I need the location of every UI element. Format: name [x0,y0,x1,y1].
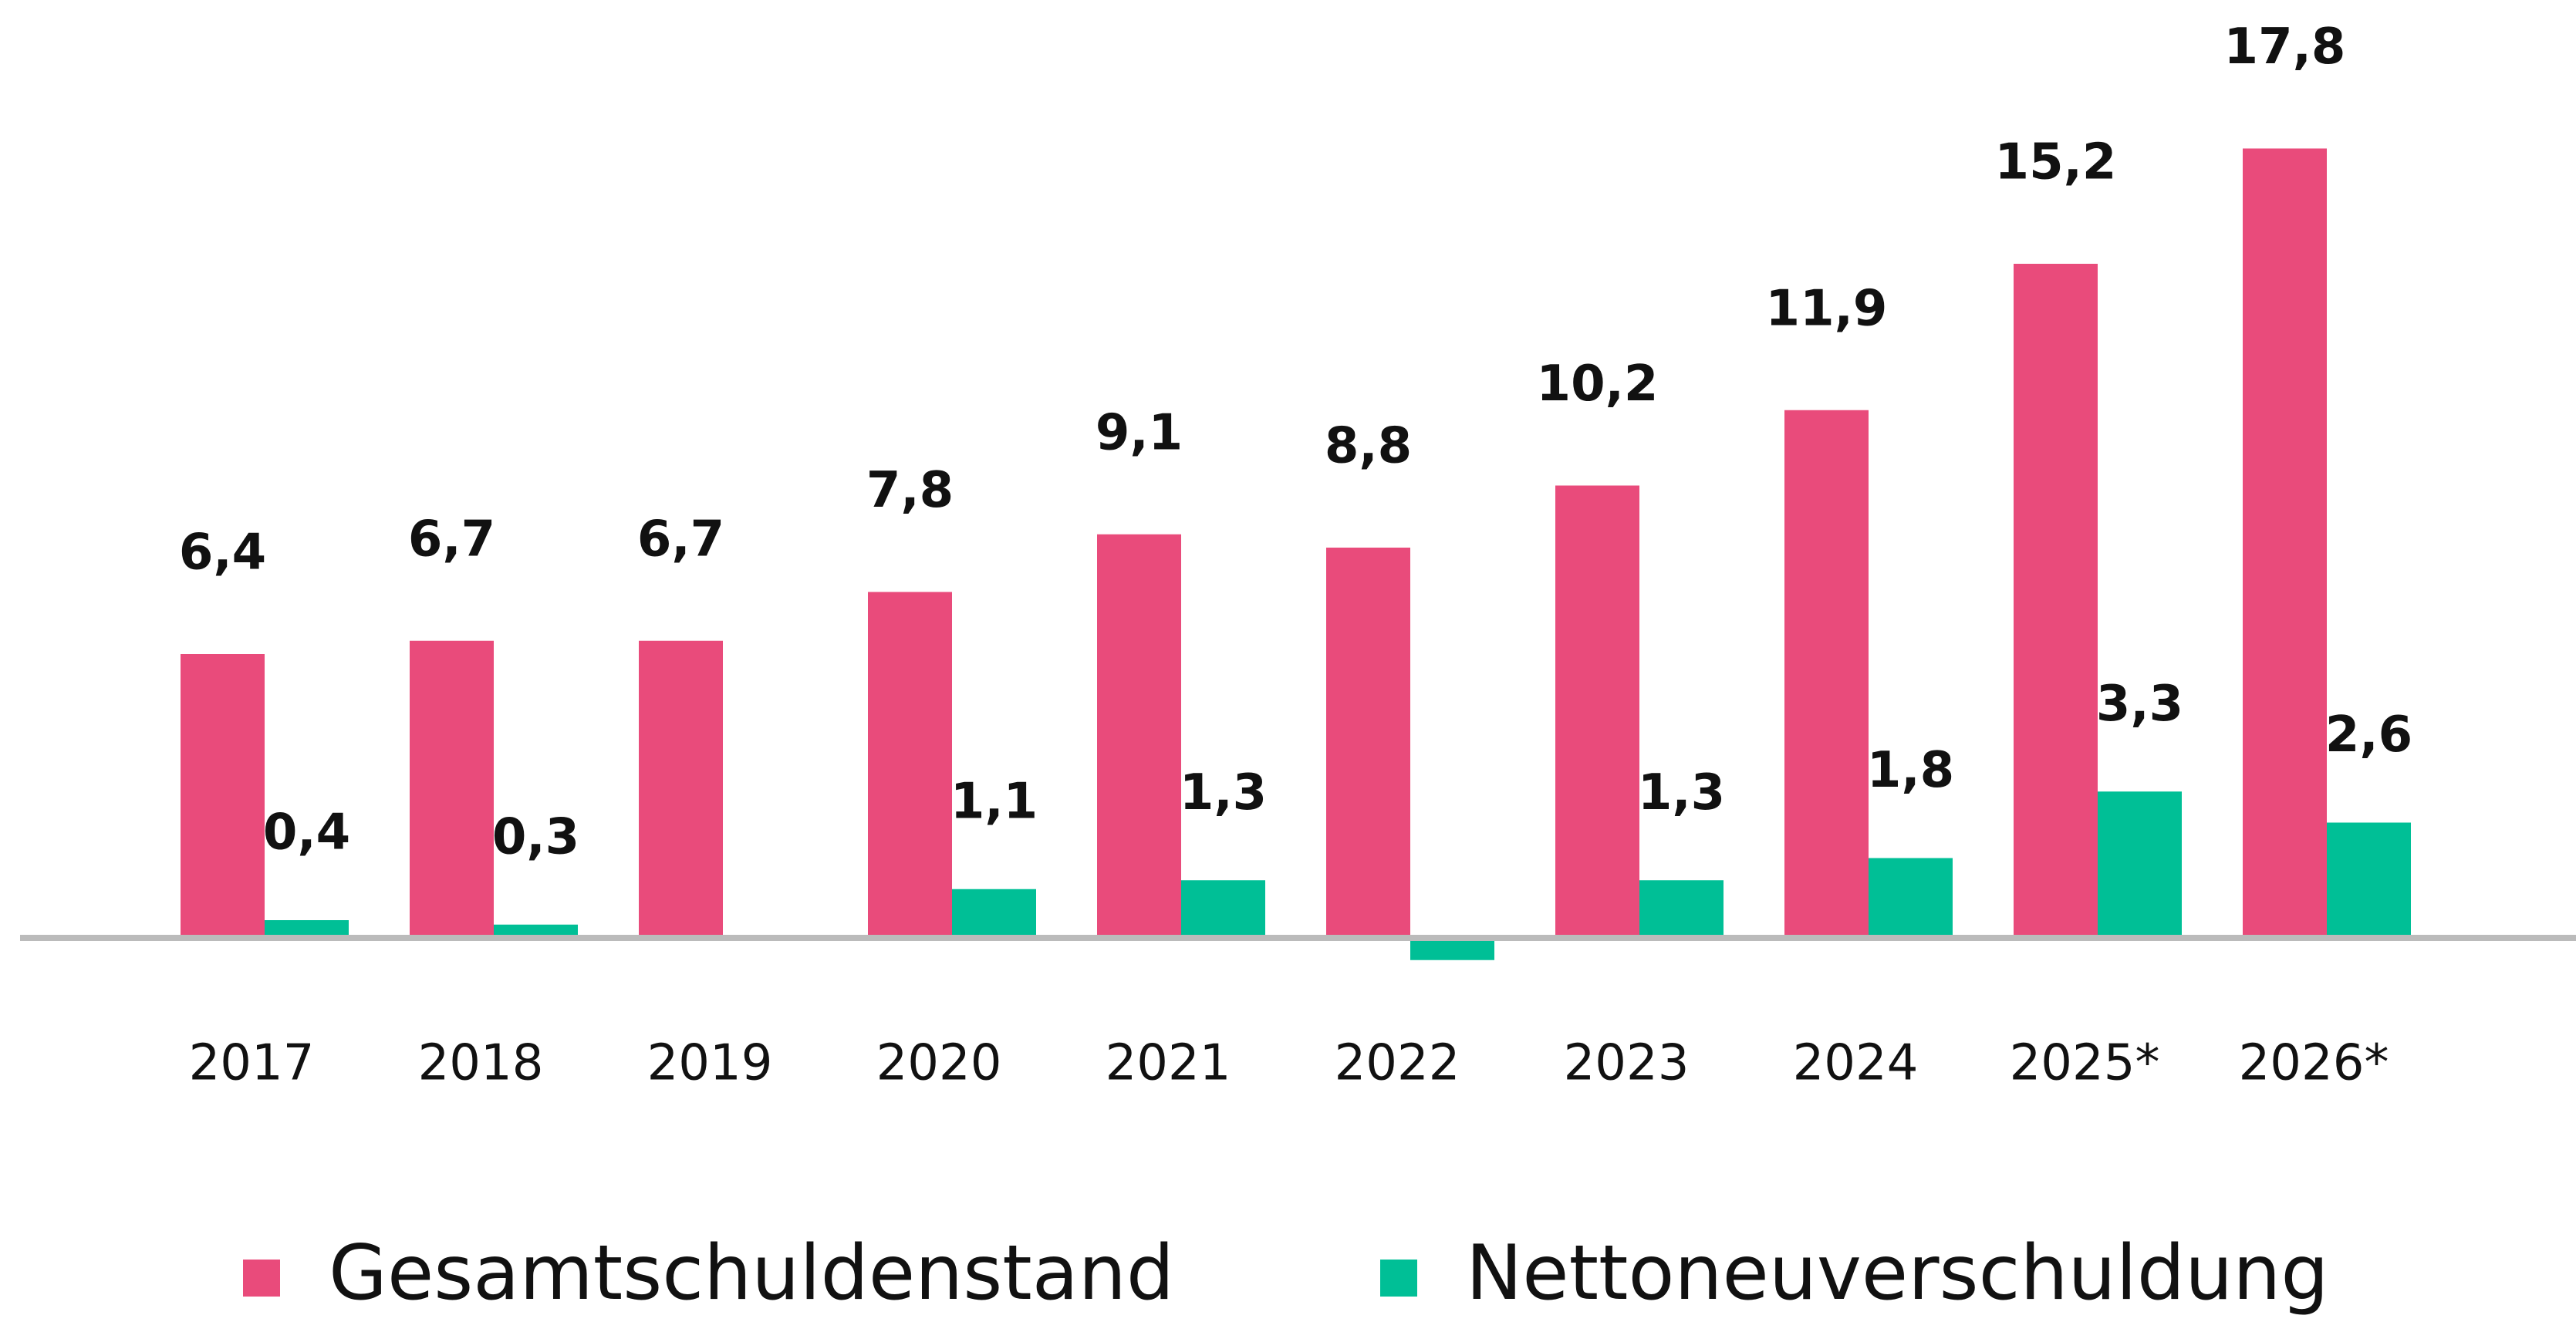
value-label: 0,3 [492,808,579,865]
value-label: 6,4 [179,524,266,582]
x-tick-label: 2023 [1564,1035,1690,1092]
value-label: 3,3 [2096,676,2183,733]
value-label: 8,8 [1325,418,1412,475]
x-tick-label: 2022 [1335,1035,1460,1092]
x-tick-label: 2017 [189,1035,315,1092]
bar [1097,534,1181,938]
legend-swatch [1380,1260,1417,1297]
x-tick-label: 2026* [2239,1035,2389,1092]
bar [181,654,265,938]
bar [1869,858,1953,938]
value-label: 9,1 [1096,404,1183,461]
x-tick-label: 2018 [418,1035,544,1092]
bar [639,640,723,938]
value-label: 1,8 [1867,742,1954,799]
x-tick-label: 2024 [1793,1035,1919,1092]
x-tick-label: 2021 [1106,1035,1231,1092]
value-label: 15,2 [1995,134,2117,191]
bar [265,920,349,938]
bar [868,592,952,938]
bar [2098,791,2182,938]
bar [1784,410,1869,938]
value-label: 6,7 [637,511,724,568]
value-label: 11,9 [1766,280,1888,337]
value-label: 0,4 [263,804,350,862]
bar [2243,148,2327,938]
bar [1555,485,1639,938]
value-label: 2,6 [2325,707,2412,764]
value-label: 7,8 [866,462,954,519]
x-tick-label: 2019 [647,1035,773,1092]
bar [1326,548,1410,938]
bar [494,924,578,938]
bar [2014,264,2098,938]
legend-swatch [243,1260,280,1297]
legend-label: Nettoneuverschuldung [1466,1229,2329,1317]
bar [1639,880,1724,938]
value-label: 1,3 [1638,764,1725,821]
bar [952,889,1036,938]
value-label: 17,8 [2224,19,2346,76]
x-tick-label: 2025* [2010,1035,2160,1092]
bar [410,640,494,938]
value-label: 6,7 [408,511,495,568]
x-tick-label: 2020 [876,1035,1002,1092]
legend-label: Gesamtschuldenstand [329,1229,1174,1317]
value-label: 1,1 [950,773,1038,830]
value-label: 1,3 [1180,764,1267,821]
bar [1181,880,1265,938]
value-label: 10,2 [1537,356,1659,413]
bar [1410,938,1494,960]
bar [2327,822,2411,938]
